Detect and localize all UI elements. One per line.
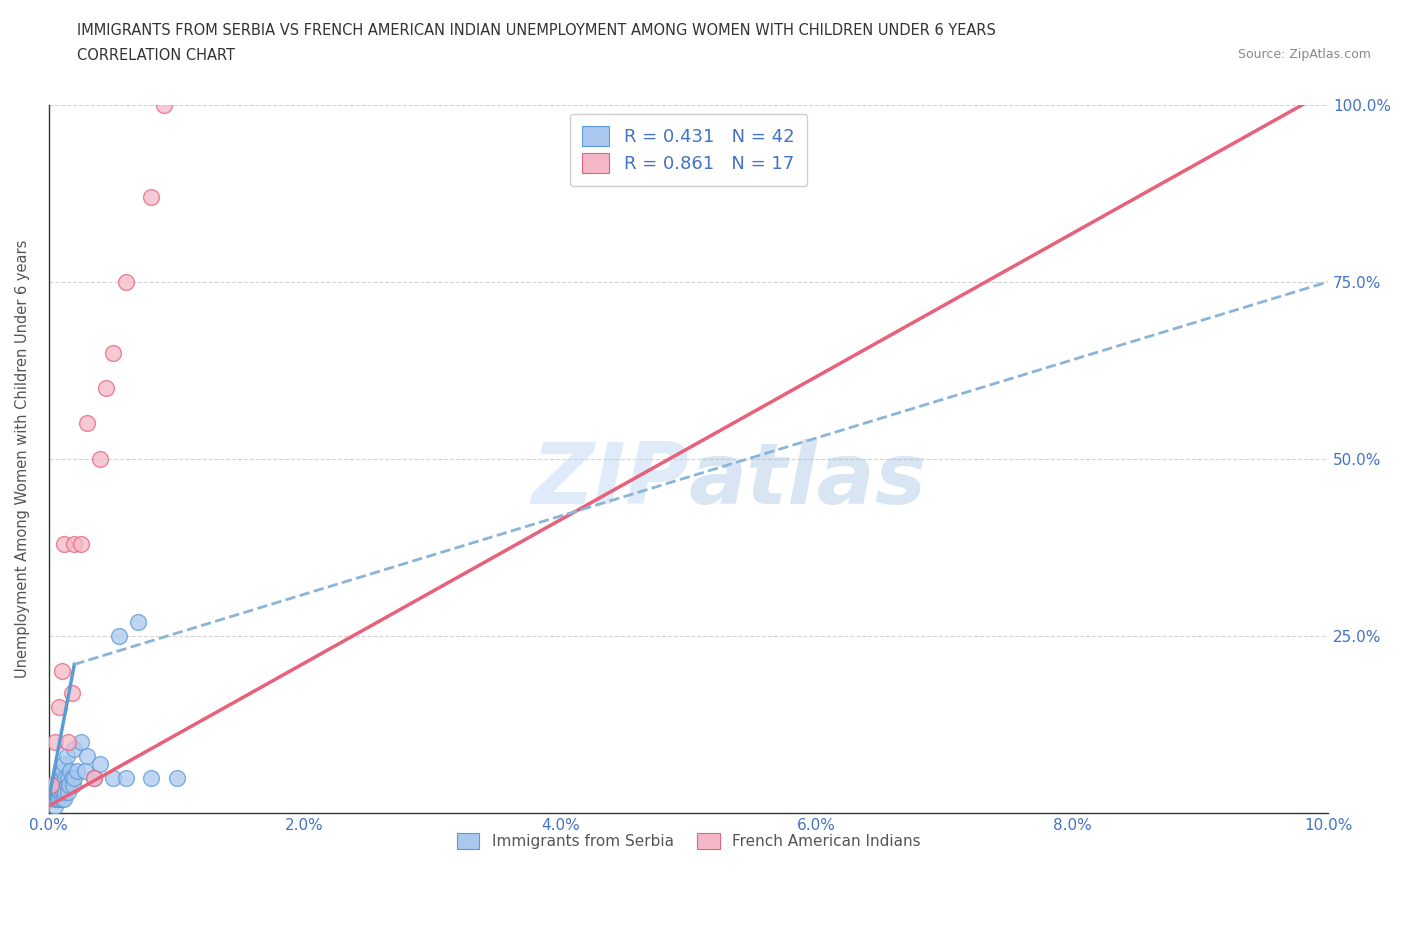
Text: atlas: atlas xyxy=(689,439,927,522)
Point xyxy=(63,770,86,785)
Point xyxy=(41,784,63,799)
Point xyxy=(89,451,111,466)
Point xyxy=(139,190,162,205)
Point xyxy=(48,791,70,806)
Point xyxy=(56,735,79,750)
Point xyxy=(83,770,105,785)
Point xyxy=(51,791,73,806)
Point xyxy=(49,784,72,799)
Point xyxy=(45,784,67,799)
Point xyxy=(42,791,65,806)
Point xyxy=(63,742,86,757)
Point xyxy=(46,791,69,806)
Point xyxy=(55,784,77,799)
Point xyxy=(48,784,70,799)
Point xyxy=(108,629,131,644)
Point xyxy=(56,784,79,799)
Point xyxy=(52,784,75,799)
Text: IMMIGRANTS FROM SERBIA VS FRENCH AMERICAN INDIAN UNEMPLOYMENT AMONG WOMEN WITH C: IMMIGRANTS FROM SERBIA VS FRENCH AMERICA… xyxy=(77,23,997,38)
Point xyxy=(45,791,67,806)
Point xyxy=(114,770,136,785)
Point xyxy=(52,764,75,778)
Point xyxy=(89,756,111,771)
Point xyxy=(60,685,83,700)
Point xyxy=(44,735,66,750)
Point xyxy=(55,770,77,785)
Point xyxy=(53,756,76,771)
Legend: Immigrants from Serbia, French American Indians: Immigrants from Serbia, French American … xyxy=(447,824,929,858)
Point xyxy=(69,537,91,551)
Point xyxy=(83,770,105,785)
Point xyxy=(51,664,73,679)
Point xyxy=(66,764,89,778)
Text: ZIP: ZIP xyxy=(531,439,689,522)
Point xyxy=(58,777,80,792)
Point xyxy=(39,791,62,806)
Point xyxy=(69,735,91,750)
Point xyxy=(55,777,77,792)
Point xyxy=(39,777,62,792)
Point xyxy=(114,274,136,289)
Point xyxy=(53,537,76,551)
Point xyxy=(63,537,86,551)
Point xyxy=(56,770,79,785)
Point xyxy=(59,764,82,778)
Point xyxy=(96,380,118,395)
Point xyxy=(55,749,77,764)
Y-axis label: Unemployment Among Women with Children Under 6 years: Unemployment Among Women with Children U… xyxy=(15,240,30,678)
Point xyxy=(153,98,176,113)
Point xyxy=(44,777,66,792)
Point xyxy=(44,799,66,814)
Point xyxy=(76,749,98,764)
Point xyxy=(101,345,124,360)
Point xyxy=(49,777,72,792)
Point xyxy=(166,770,188,785)
Point xyxy=(53,791,76,806)
Point xyxy=(139,770,162,785)
Point xyxy=(73,764,96,778)
Text: CORRELATION CHART: CORRELATION CHART xyxy=(77,48,235,63)
Point xyxy=(62,777,84,792)
Point xyxy=(101,770,124,785)
Point xyxy=(48,699,70,714)
Point xyxy=(51,770,73,785)
Point xyxy=(76,416,98,431)
Point xyxy=(60,770,83,785)
Text: Source: ZipAtlas.com: Source: ZipAtlas.com xyxy=(1237,48,1371,61)
Point xyxy=(127,615,149,630)
